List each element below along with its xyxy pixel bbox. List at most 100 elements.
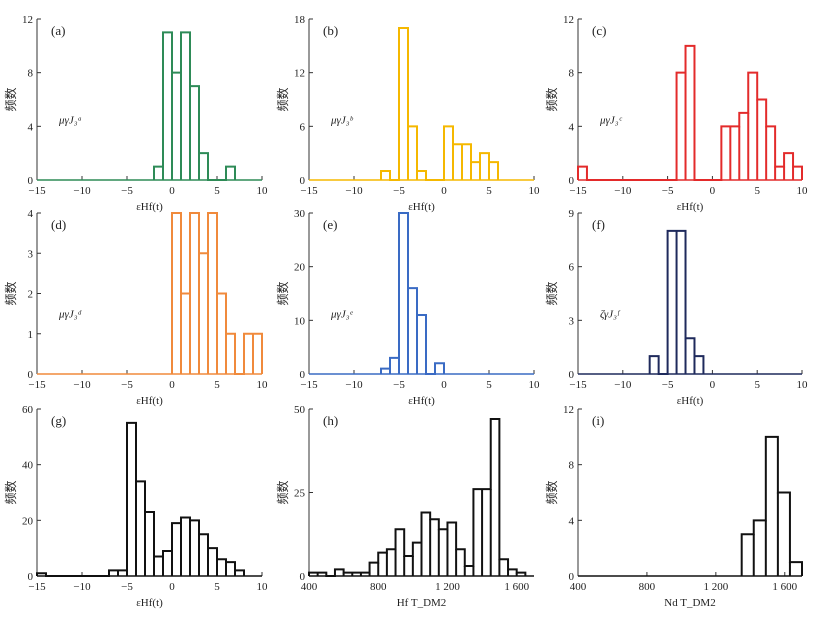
x-tick-label: −10 [73, 581, 91, 593]
panel-h: 400 800 1 200 1 600 0 25 50 (h) 频数 Hf T_DM2 [275, 404, 534, 609]
y-tick-label: 2 [28, 289, 34, 301]
panel-label: (b) [323, 23, 338, 38]
x-axis-label: Hf T_DM2 [397, 597, 447, 609]
panel-annotation: μγJ₃ᵉ [330, 309, 354, 321]
panel-label: (c) [592, 23, 606, 38]
histogram-series [380, 26, 499, 181]
y-axis-label: 频数 [3, 87, 18, 111]
y-tick-label: 8 [569, 460, 575, 472]
y-tick-label: 0 [300, 571, 306, 583]
x-tick-label: 0 [710, 185, 716, 197]
histogram-series [171, 212, 263, 375]
y-tick-label: 12 [22, 14, 33, 26]
y-axis-label: 频数 [275, 87, 290, 111]
panel-annotation: μγJ₃ᵈ [58, 309, 82, 321]
y-tick-label: 50 [294, 404, 306, 416]
x-tick-label: 5 [214, 581, 220, 593]
x-tick-label: 10 [257, 185, 269, 197]
x-axis-label: Nd T_DM2 [664, 597, 715, 609]
x-tick-label: 0 [169, 379, 175, 391]
y-tick-label: 0 [28, 571, 34, 583]
x-axis-label: εHf(t) [136, 201, 163, 213]
panel-annotation: μγJ₃ᵇ [330, 115, 354, 127]
y-tick-label: 40 [22, 460, 34, 472]
x-tick-label: −15 [569, 185, 587, 197]
x-tick-label: 800 [370, 581, 387, 593]
x-tick-label: 10 [529, 185, 541, 197]
x-axis-label: εHf(t) [408, 395, 435, 407]
y-axis-label: 频数 [3, 281, 18, 305]
y-tick-label: 0 [569, 369, 575, 381]
y-tick-label: 12 [294, 68, 305, 80]
x-tick-label: 10 [797, 379, 809, 391]
x-tick-label: −10 [73, 379, 91, 391]
x-tick-label: 10 [257, 379, 269, 391]
panel-label: (f) [592, 217, 605, 232]
y-tick-label: 20 [22, 515, 34, 527]
y-axis-label: 频数 [544, 87, 559, 111]
y-tick-label: 12 [563, 404, 574, 416]
y-axis-label: 频数 [3, 480, 18, 504]
y-tick-label: 4 [28, 121, 34, 133]
x-tick-label: −15 [28, 185, 46, 197]
y-axis-label: 频数 [275, 480, 290, 504]
y-tick-label: 0 [300, 369, 306, 381]
panel-annotation: μγJ₃ᵃ [58, 115, 82, 127]
x-tick-label: 400 [570, 581, 587, 593]
x-tick-label: −5 [393, 379, 405, 391]
panel-label: (g) [51, 413, 66, 428]
panel-b: −15 −10 −5 0 5 10 0 6 12 18 (b) μγJ₃ᵇ 频数 εHf(t) [275, 14, 540, 213]
y-tick-label: 0 [28, 175, 34, 187]
y-tick-label: 1 [28, 329, 34, 341]
panel-label: (e) [323, 217, 337, 232]
x-tick-label: 1 200 [703, 581, 728, 593]
panel-d: −15 −10 −5 0 5 10 0 1 2 3 4 (d) μγJ₃ᵈ 频数 εHf(t) [3, 208, 268, 407]
y-axis-label: 频数 [544, 281, 559, 305]
panel-label: (h) [323, 413, 338, 428]
x-tick-label: 0 [441, 185, 447, 197]
histogram-series [308, 418, 527, 577]
x-axis-label: εHf(t) [677, 201, 704, 213]
y-axis-label: 频数 [544, 480, 559, 504]
y-tick-label: 8 [28, 68, 34, 80]
x-tick-label: 1 600 [772, 581, 797, 593]
x-tick-label: −10 [614, 185, 632, 197]
x-tick-label: 5 [754, 185, 760, 197]
histogram-series [153, 31, 236, 181]
panel-label: (a) [51, 23, 65, 38]
histogram-series [577, 44, 803, 181]
x-tick-label: −15 [28, 581, 46, 593]
x-tick-label: −5 [121, 581, 133, 593]
panel-annotation: μγJ₃ᶜ [599, 115, 623, 127]
y-tick-label: 3 [569, 315, 575, 327]
panel-c: −15 −10 −5 0 5 10 0 4 8 12 (c) μγJ₃ᶜ 频数 εHf(t) [544, 14, 808, 213]
x-tick-label: 0 [169, 581, 175, 593]
x-axis-label: εHf(t) [408, 201, 435, 213]
x-tick-label: −15 [300, 185, 318, 197]
panel-label: (d) [51, 217, 66, 232]
panel-e: −15 −10 −5 0 5 10 0 10 20 30 (e) μγJ₃ᵉ 频数 εHf(t) [275, 208, 540, 407]
x-tick-label: −5 [662, 379, 674, 391]
panel-label: (i) [592, 413, 604, 428]
x-tick-label: 5 [214, 379, 220, 391]
y-tick-label: 25 [294, 488, 306, 500]
x-tick-label: 800 [639, 581, 656, 593]
x-tick-label: 0 [441, 379, 447, 391]
x-tick-label: −5 [121, 185, 133, 197]
y-tick-label: 18 [294, 14, 306, 26]
x-tick-label: −10 [73, 185, 91, 197]
y-tick-label: 0 [300, 175, 306, 187]
y-tick-label: 6 [300, 121, 306, 133]
panel-a: −15 −10 −5 0 5 10 0 4 8 12 (a) μγJ₃ᵃ 频数 εHf(t) [3, 14, 268, 213]
y-tick-label: 9 [569, 208, 575, 220]
x-tick-label: −15 [300, 379, 318, 391]
x-tick-label: 5 [486, 185, 492, 197]
y-tick-label: 20 [294, 262, 306, 274]
x-tick-label: 10 [257, 581, 269, 593]
y-axis-label: 频数 [275, 281, 290, 305]
x-tick-label: −10 [345, 185, 363, 197]
x-axis-label: εHf(t) [136, 597, 163, 609]
y-tick-label: 8 [569, 68, 575, 80]
